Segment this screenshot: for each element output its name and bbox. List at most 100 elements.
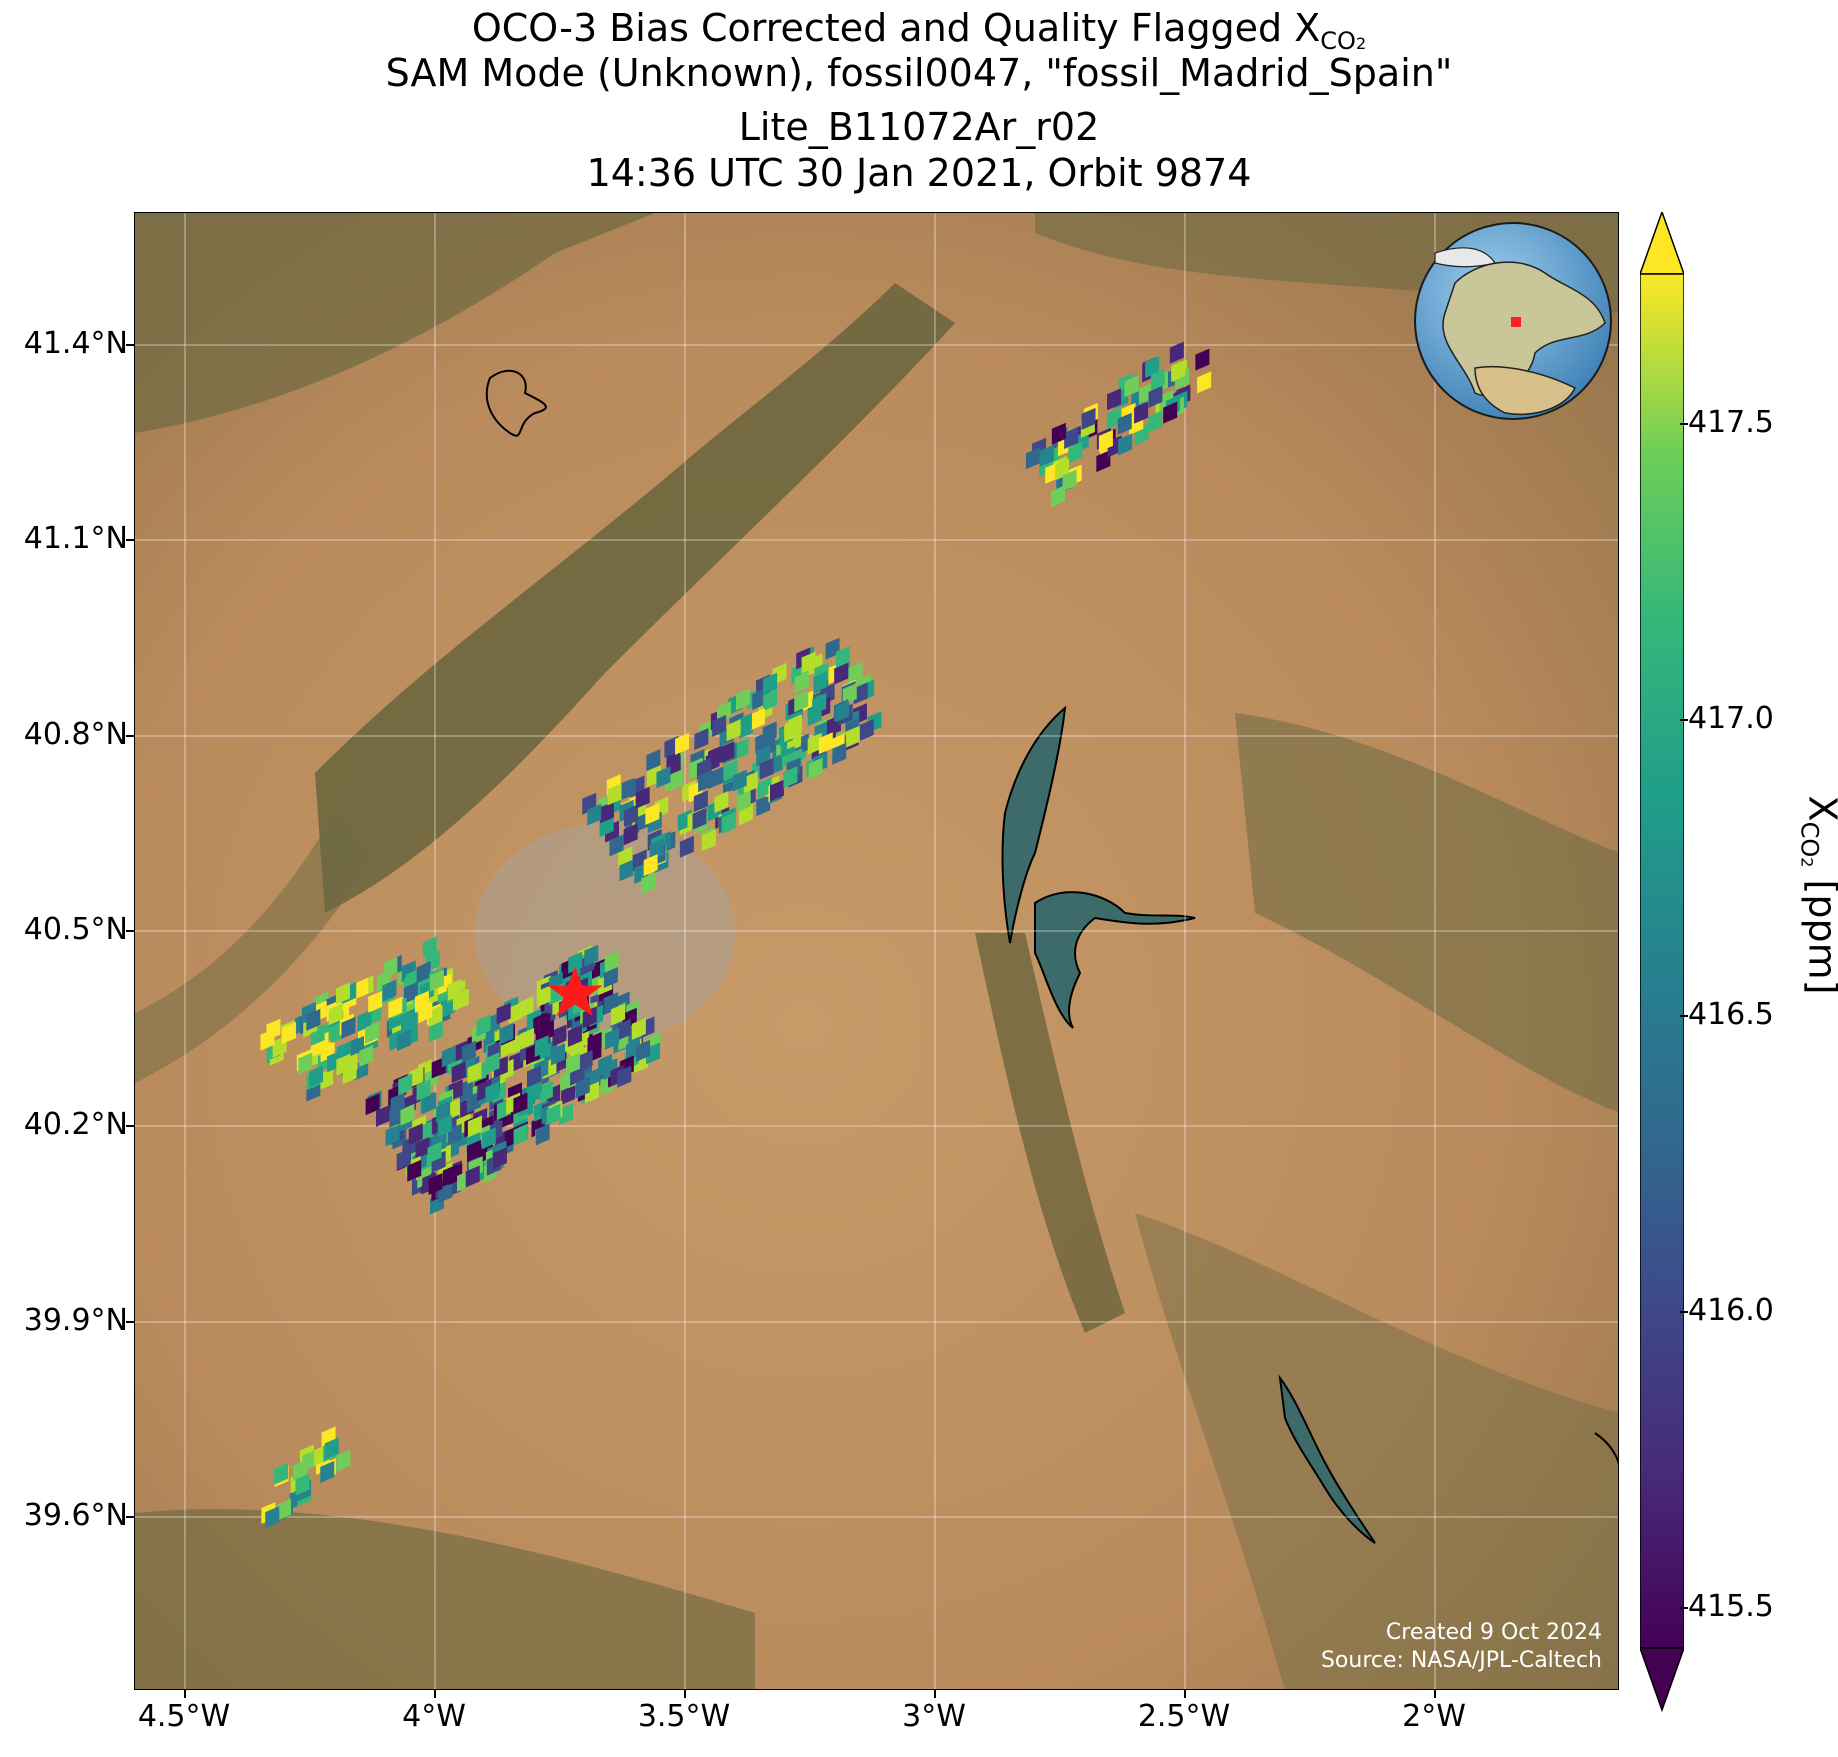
xco2-sounding-cell bbox=[281, 1021, 296, 1044]
colorbar bbox=[1640, 212, 1684, 1712]
xco2-soundings bbox=[260, 341, 1212, 1529]
map-title-line3: Lite_B11072Ar_r02 bbox=[738, 105, 1100, 149]
colorbar-tick-417-0: 417.0 bbox=[1688, 701, 1774, 736]
colorbar-tick-417-5: 417.5 bbox=[1688, 405, 1774, 440]
xco2-sounding-cell bbox=[396, 1029, 411, 1052]
xco2-sounding-cell bbox=[328, 1003, 343, 1026]
colorbar-tickmark bbox=[1680, 1607, 1688, 1609]
lon-tick-4: 4°W bbox=[402, 1699, 466, 1734]
xco2-sounding-cell bbox=[813, 670, 828, 693]
xco2-sounding-cell bbox=[617, 1065, 632, 1088]
xco2-sounding-cell bbox=[616, 1018, 631, 1041]
xco2-sounding-cell bbox=[801, 651, 816, 674]
xco2-sounding-cell bbox=[1163, 401, 1178, 424]
xco2-sounding-cell bbox=[409, 1065, 424, 1088]
xco2-sounding-cell bbox=[567, 1024, 582, 1047]
xco2-sounding-cell bbox=[619, 859, 634, 882]
xco2-sounding-cell bbox=[476, 1014, 491, 1037]
xco2-sounding-cell bbox=[416, 1078, 431, 1101]
xco2-sounding-cell bbox=[784, 720, 799, 743]
xco2-sounding-cell bbox=[607, 783, 622, 806]
xco2-sounding-cell bbox=[732, 769, 747, 792]
xco2-sounding-cell bbox=[519, 996, 534, 1019]
xco2-sounding-cell bbox=[714, 790, 729, 813]
xco2-sounding-cell bbox=[807, 732, 822, 755]
xco2-sounding-cell bbox=[559, 1103, 574, 1126]
xco2-sounding-cell bbox=[587, 1032, 602, 1055]
xco2-sounding-cell bbox=[1081, 407, 1096, 430]
xco2-sounding-cell bbox=[842, 683, 857, 706]
lon-tick-3: 3°W bbox=[902, 1699, 966, 1734]
xco2-sounding-cell bbox=[1171, 359, 1186, 382]
xco2-sounding-cell bbox=[845, 725, 860, 748]
lon-tickmark bbox=[1434, 1690, 1436, 1698]
xco2-sounding-cell bbox=[750, 708, 765, 731]
xco2-sounding-cell bbox=[365, 1093, 380, 1116]
xco2-sounding-cell bbox=[763, 689, 778, 712]
xco2-sounding-cell bbox=[859, 718, 874, 741]
xco2-sounding-cell bbox=[513, 1092, 528, 1115]
xco2-sounding-cell bbox=[365, 1021, 380, 1044]
xco2-sounding-cell bbox=[757, 776, 772, 799]
xco2-sounding-cell bbox=[383, 956, 398, 979]
xco2-sounding-cell bbox=[623, 823, 638, 846]
xco2-sounding-cell bbox=[636, 1039, 651, 1062]
xco2-sounding-cell bbox=[459, 1078, 474, 1101]
xco2-sounding-cell bbox=[416, 961, 431, 984]
xco2-sounding-cell bbox=[1197, 371, 1212, 394]
xco2-sounding-cell bbox=[520, 1027, 535, 1050]
xco2-sounding-cell bbox=[848, 661, 863, 684]
lon-tickmark bbox=[684, 1690, 686, 1698]
xco2-sounding-cell bbox=[403, 981, 418, 1004]
xco2-sounding-cell bbox=[603, 966, 618, 989]
xco2-sounding-cell bbox=[534, 1035, 549, 1058]
xco2-sounding-cell bbox=[441, 1045, 456, 1068]
lat-tickmark bbox=[126, 1125, 134, 1127]
xco2-sounding-cell bbox=[587, 803, 602, 826]
xco2-sounding-cell bbox=[428, 1020, 443, 1043]
lat-tickmark bbox=[126, 539, 134, 541]
colorbar-tickmark bbox=[1680, 719, 1688, 721]
xco2-sounding-cell bbox=[1134, 401, 1149, 424]
xco2-sounding-cell bbox=[669, 769, 684, 792]
xco2-sounding-cell bbox=[635, 786, 650, 809]
xco2-sounding-cell bbox=[419, 1120, 434, 1143]
xco2-sounding-cell bbox=[396, 1148, 411, 1171]
lon-tick-4-5: 4.5°W bbox=[137, 1699, 231, 1734]
xco2-sounding-cell bbox=[1050, 485, 1065, 508]
xco2-sounding-cell bbox=[485, 1052, 500, 1075]
xco2-sounding-cell bbox=[551, 1043, 566, 1066]
xco2-sounding-cell bbox=[611, 1003, 626, 1026]
satellite-basemap bbox=[135, 213, 1618, 1689]
xco2-sounding-cell bbox=[568, 951, 583, 974]
lon-tickmark bbox=[434, 1690, 436, 1698]
xco2-sounding-cell bbox=[1150, 368, 1165, 391]
xco2-sounding-cell bbox=[429, 969, 444, 992]
xco2-sounding-cell bbox=[552, 1024, 567, 1047]
xco2-sounding-cell bbox=[762, 721, 777, 744]
xco2-sounding-cell bbox=[427, 1141, 442, 1164]
xco2-sounding-cell bbox=[415, 1136, 430, 1159]
xco2-sounding-cell bbox=[566, 1052, 581, 1075]
colorbar-tickmark bbox=[1680, 1015, 1688, 1017]
map-panel[interactable]: Created 9 Oct 2024 Source: NASA/JPL-Calt… bbox=[134, 212, 1619, 1690]
colorbar-tick-416-0: 416.0 bbox=[1688, 1293, 1774, 1328]
xco2-sounding-cell bbox=[645, 802, 660, 825]
xco2-sounding-cell bbox=[1064, 427, 1079, 450]
xco2-sounding-cell bbox=[422, 1092, 437, 1115]
xco2-sounding-cell bbox=[609, 834, 624, 857]
xco2-sounding-cell bbox=[763, 672, 778, 695]
xco2-sounding-cell bbox=[492, 1147, 507, 1170]
xco2-sounding-cell bbox=[599, 801, 614, 824]
xco2-sounding-cell bbox=[309, 1065, 324, 1088]
lon-tickmark bbox=[184, 1690, 186, 1698]
xco2-sounding-cell bbox=[485, 1081, 500, 1104]
lon-tickmark bbox=[934, 1690, 936, 1698]
xco2-sounding-cell bbox=[536, 985, 551, 1008]
xco2-sounding-cell bbox=[451, 1061, 466, 1084]
xco2-sounding-cell bbox=[535, 1123, 550, 1146]
xco2-sounding-cell bbox=[605, 1027, 620, 1050]
xco2-sounding-cell bbox=[835, 700, 850, 723]
xco2-sounding-cell bbox=[513, 1123, 528, 1146]
xco2-sounding-cell bbox=[274, 1462, 289, 1485]
